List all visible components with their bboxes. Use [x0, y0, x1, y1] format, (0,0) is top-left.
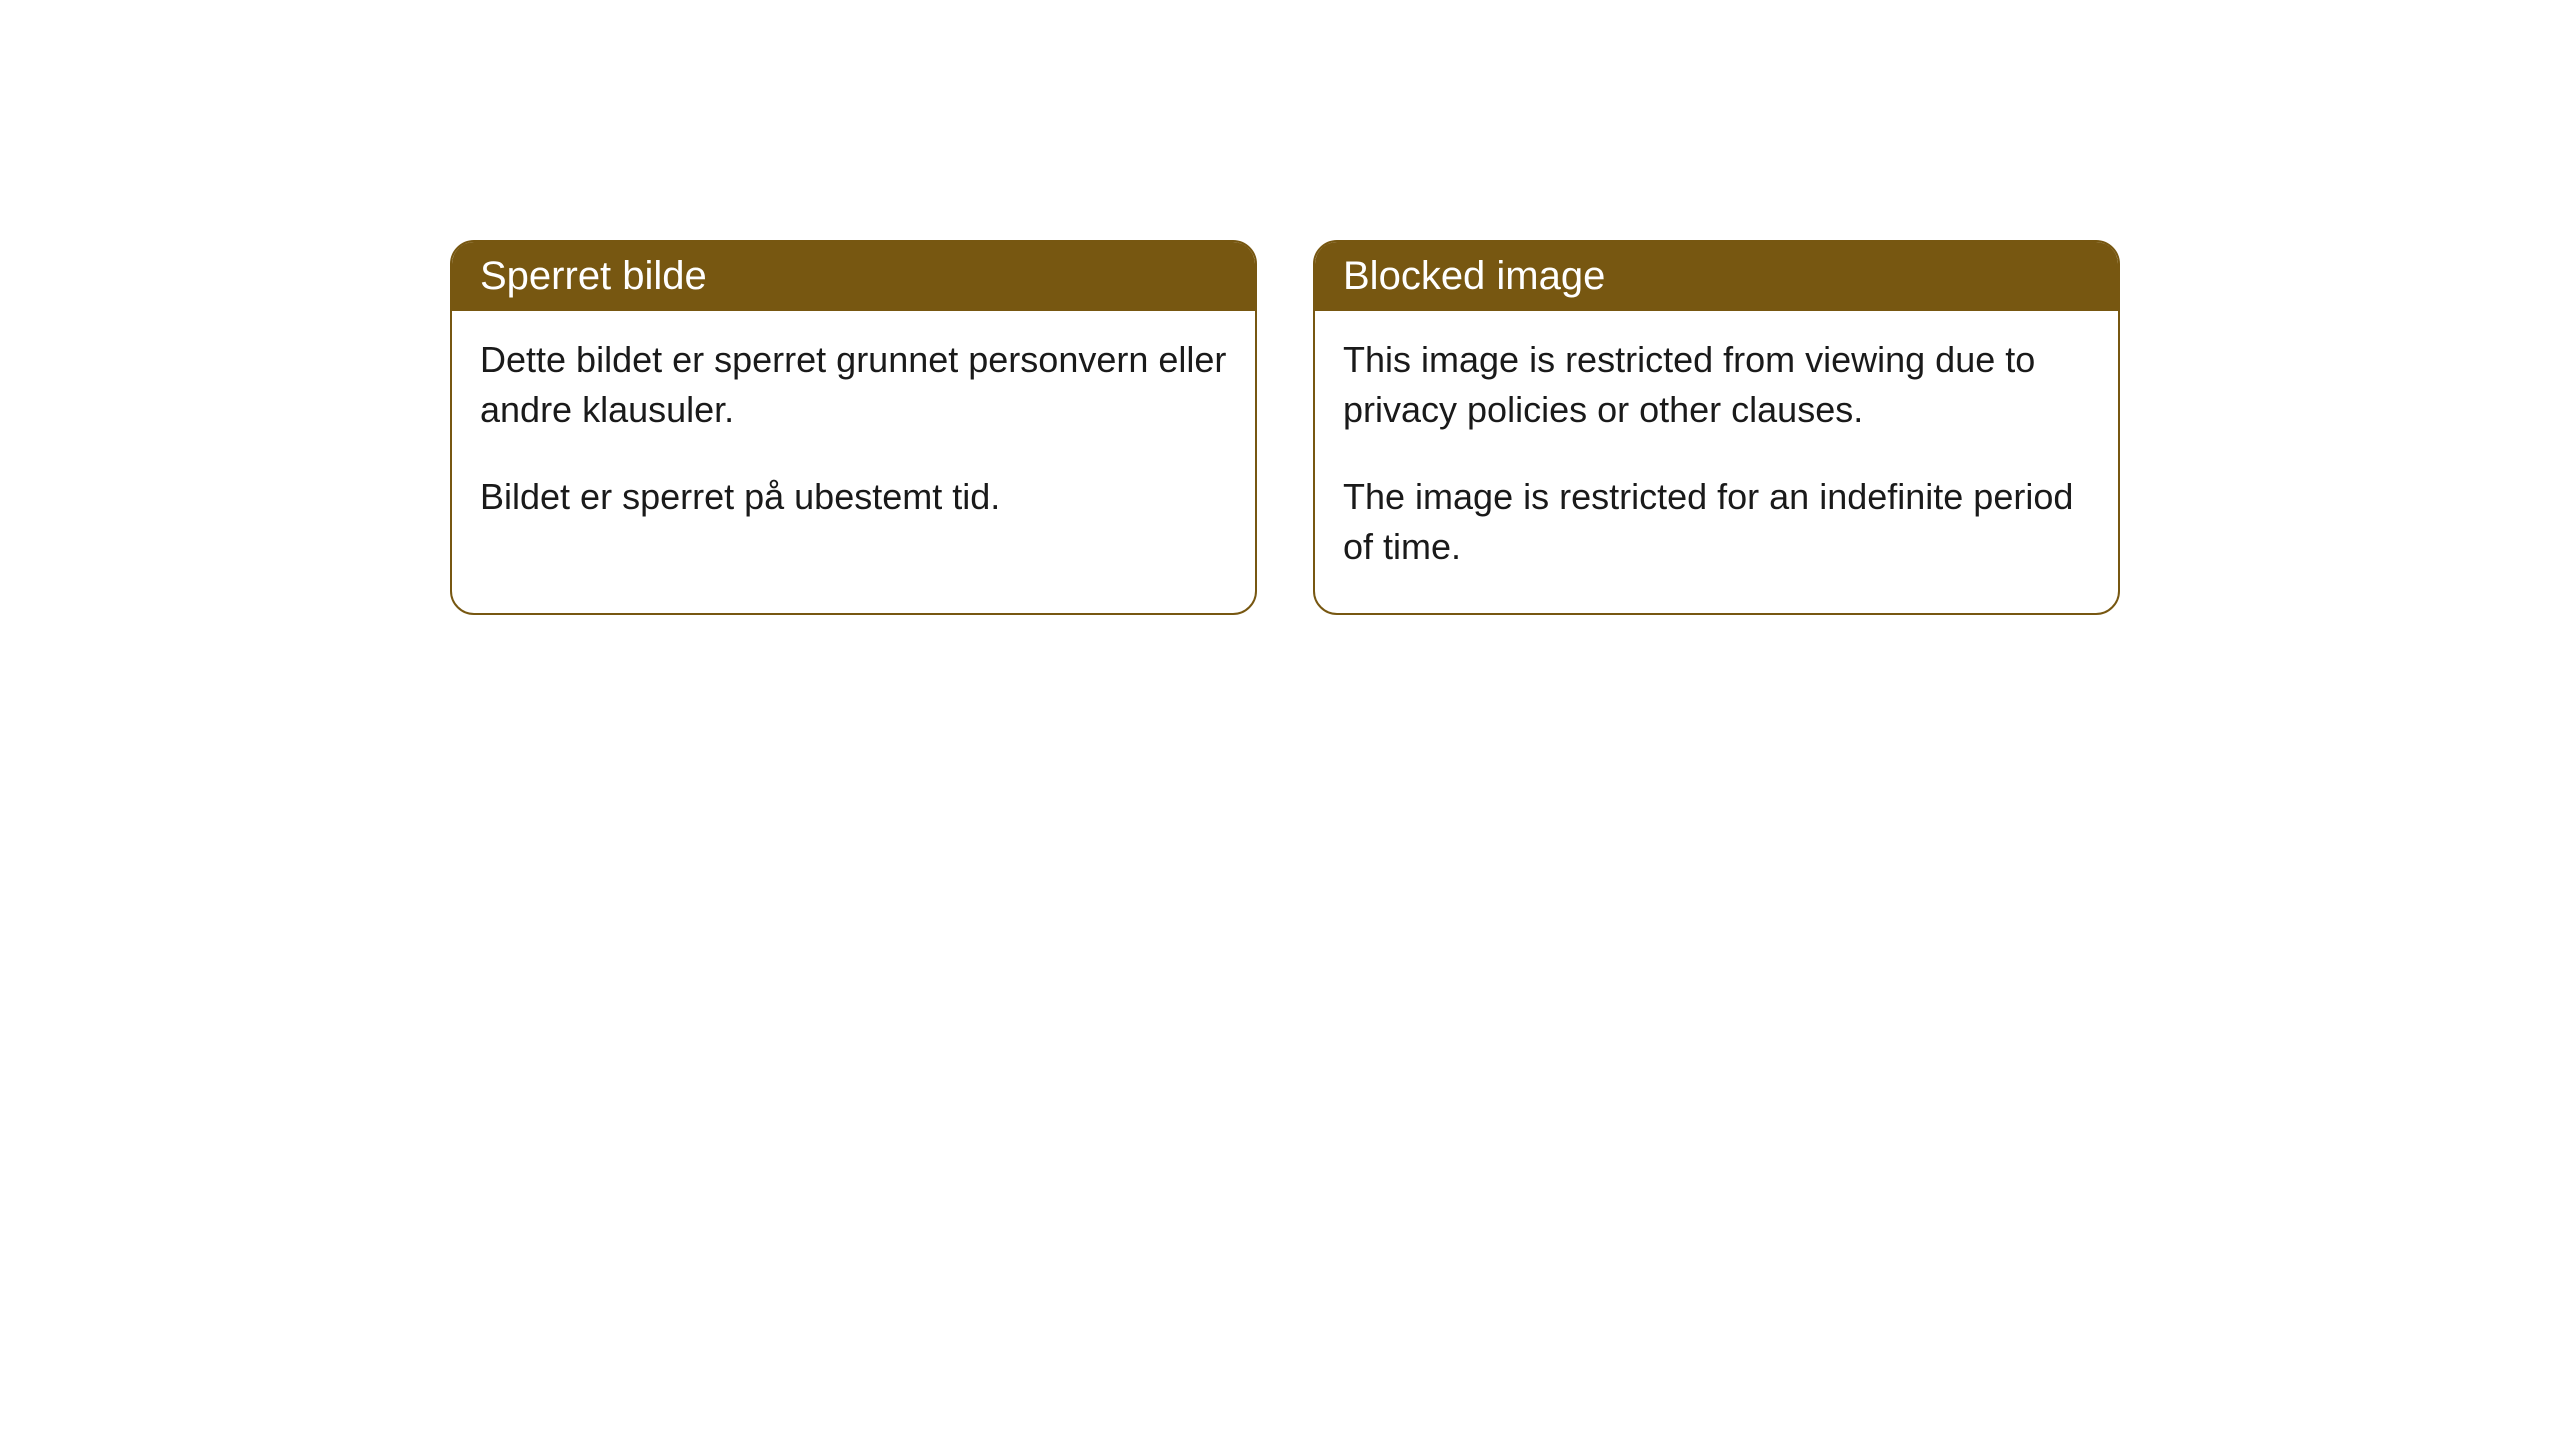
card-body: This image is restricted from viewing du…	[1315, 311, 2118, 613]
card-header: Sperret bilde	[452, 242, 1255, 311]
card-title: Blocked image	[1343, 254, 1605, 298]
card-paragraph-1: This image is restricted from viewing du…	[1343, 335, 2090, 436]
card-title: Sperret bilde	[480, 254, 707, 298]
notice-cards-container: Sperret bilde Dette bildet er sperret gr…	[450, 240, 2120, 615]
blocked-image-card-norwegian: Sperret bilde Dette bildet er sperret gr…	[450, 240, 1257, 615]
blocked-image-card-english: Blocked image This image is restricted f…	[1313, 240, 2120, 615]
card-paragraph-2: The image is restricted for an indefinit…	[1343, 472, 2090, 573]
card-paragraph-1: Dette bildet er sperret grunnet personve…	[480, 335, 1227, 436]
card-paragraph-2: Bildet er sperret på ubestemt tid.	[480, 472, 1227, 522]
card-header: Blocked image	[1315, 242, 2118, 311]
card-body: Dette bildet er sperret grunnet personve…	[452, 311, 1255, 562]
